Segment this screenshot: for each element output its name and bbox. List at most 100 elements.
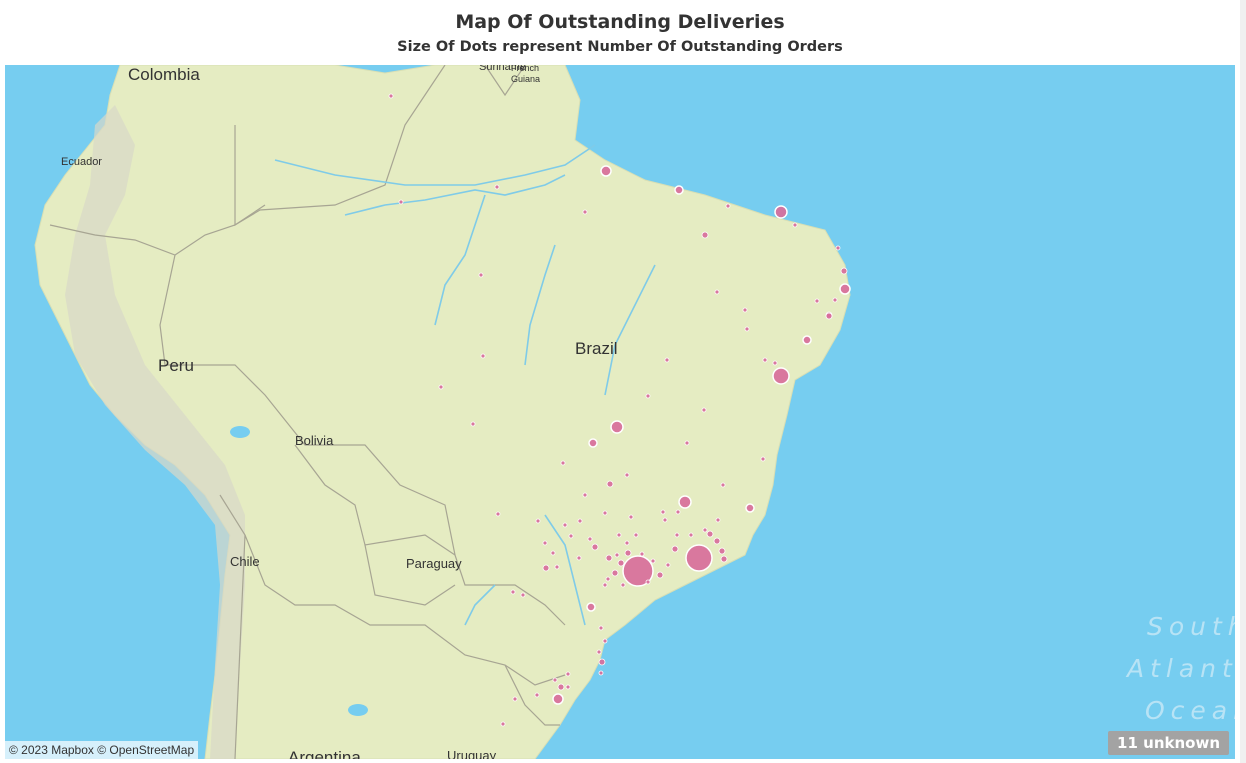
- order-dot[interactable]: [713, 537, 721, 545]
- order-dot[interactable]: [706, 530, 714, 538]
- order-dot[interactable]: [742, 307, 748, 313]
- order-dot[interactable]: [554, 564, 560, 570]
- order-dot[interactable]: [500, 721, 506, 727]
- order-dot[interactable]: [645, 393, 651, 399]
- order-dot[interactable]: [605, 554, 613, 562]
- order-dot[interactable]: [617, 559, 625, 567]
- order-dot[interactable]: [720, 555, 728, 563]
- order-dot[interactable]: [685, 544, 713, 572]
- order-dot[interactable]: [438, 384, 444, 390]
- order-dot[interactable]: [470, 421, 476, 427]
- order-dot[interactable]: [565, 684, 571, 690]
- order-dot[interactable]: [520, 592, 526, 598]
- order-dot[interactable]: [624, 540, 630, 546]
- order-dot[interactable]: [610, 420, 624, 434]
- order-dot[interactable]: [825, 312, 833, 320]
- order-dot[interactable]: [614, 552, 620, 558]
- order-dot[interactable]: [586, 602, 596, 612]
- order-dot[interactable]: [576, 555, 582, 561]
- order-dot[interactable]: [792, 222, 798, 228]
- order-dot[interactable]: [535, 518, 541, 524]
- scrollbar[interactable]: [1240, 0, 1246, 763]
- order-dot[interactable]: [814, 298, 820, 304]
- order-dot[interactable]: [624, 549, 632, 557]
- order-dot[interactable]: [622, 555, 654, 587]
- order-dot[interactable]: [664, 357, 670, 363]
- order-dot[interactable]: [542, 564, 550, 572]
- order-dot[interactable]: [832, 297, 838, 303]
- order-dot[interactable]: [674, 185, 684, 195]
- order-dot[interactable]: [662, 517, 668, 523]
- order-dot[interactable]: [562, 522, 568, 528]
- order-dot[interactable]: [674, 532, 680, 538]
- order-dot[interactable]: [560, 460, 566, 466]
- order-dot[interactable]: [684, 440, 690, 446]
- order-dot[interactable]: [671, 545, 679, 553]
- order-dot[interactable]: [772, 360, 778, 366]
- order-dot[interactable]: [702, 527, 708, 533]
- order-dot[interactable]: [582, 492, 588, 498]
- order-dot[interactable]: [718, 547, 726, 555]
- order-dot[interactable]: [720, 482, 726, 488]
- order-dot[interactable]: [602, 510, 608, 516]
- order-dot[interactable]: [645, 579, 651, 585]
- order-dot[interactable]: [596, 649, 602, 655]
- order-dot[interactable]: [512, 696, 518, 702]
- order-dot[interactable]: [550, 550, 556, 556]
- order-dot[interactable]: [577, 518, 583, 524]
- order-dot[interactable]: [772, 367, 790, 385]
- order-dot[interactable]: [598, 625, 604, 631]
- order-dot[interactable]: [611, 569, 619, 577]
- order-dot[interactable]: [760, 456, 766, 462]
- order-dot[interactable]: [675, 509, 681, 515]
- order-dot[interactable]: [725, 203, 731, 209]
- order-dot[interactable]: [587, 536, 593, 542]
- order-dot[interactable]: [565, 671, 571, 677]
- order-dot[interactable]: [510, 589, 516, 595]
- order-dot[interactable]: [534, 692, 540, 698]
- order-dot[interactable]: [650, 558, 656, 564]
- order-dot[interactable]: [494, 184, 500, 190]
- order-dot[interactable]: [598, 658, 606, 666]
- order-dot[interactable]: [835, 245, 841, 251]
- order-dot[interactable]: [480, 353, 486, 359]
- order-dot[interactable]: [633, 532, 639, 538]
- order-dot[interactable]: [495, 511, 501, 517]
- order-dot[interactable]: [656, 571, 664, 579]
- map-view[interactable]: Colombia Suriname French Guiana Ecuador …: [5, 65, 1235, 759]
- order-dot[interactable]: [802, 335, 812, 345]
- order-dot[interactable]: [478, 272, 484, 278]
- map-attribution[interactable]: © 2023 Mapbox © OpenStreetMap: [5, 741, 199, 759]
- order-dot[interactable]: [665, 562, 671, 568]
- order-dot[interactable]: [660, 509, 666, 515]
- order-dot[interactable]: [639, 551, 645, 557]
- order-dot[interactable]: [602, 582, 608, 588]
- order-dot[interactable]: [568, 533, 574, 539]
- order-dot[interactable]: [624, 472, 630, 478]
- order-dot[interactable]: [552, 693, 564, 705]
- order-dot[interactable]: [839, 283, 851, 295]
- order-dot[interactable]: [744, 326, 750, 332]
- order-dot[interactable]: [774, 205, 788, 219]
- order-dot[interactable]: [600, 165, 612, 177]
- order-dot[interactable]: [582, 209, 588, 215]
- order-dot[interactable]: [715, 517, 721, 523]
- order-dot[interactable]: [598, 670, 604, 676]
- order-dot[interactable]: [552, 677, 558, 683]
- order-dot[interactable]: [701, 231, 709, 239]
- order-dot[interactable]: [605, 576, 611, 582]
- order-dot[interactable]: [557, 683, 565, 691]
- order-dot[interactable]: [745, 503, 755, 513]
- order-dot[interactable]: [714, 289, 720, 295]
- order-dot[interactable]: [602, 638, 608, 644]
- order-dot[interactable]: [591, 543, 599, 551]
- order-dot[interactable]: [588, 438, 598, 448]
- order-dot[interactable]: [620, 582, 626, 588]
- order-dot[interactable]: [628, 514, 634, 520]
- order-dot[interactable]: [606, 480, 614, 488]
- order-dot[interactable]: [762, 357, 768, 363]
- order-dot[interactable]: [688, 532, 694, 538]
- order-dot[interactable]: [388, 93, 394, 99]
- order-dot[interactable]: [542, 540, 548, 546]
- order-dot[interactable]: [701, 407, 707, 413]
